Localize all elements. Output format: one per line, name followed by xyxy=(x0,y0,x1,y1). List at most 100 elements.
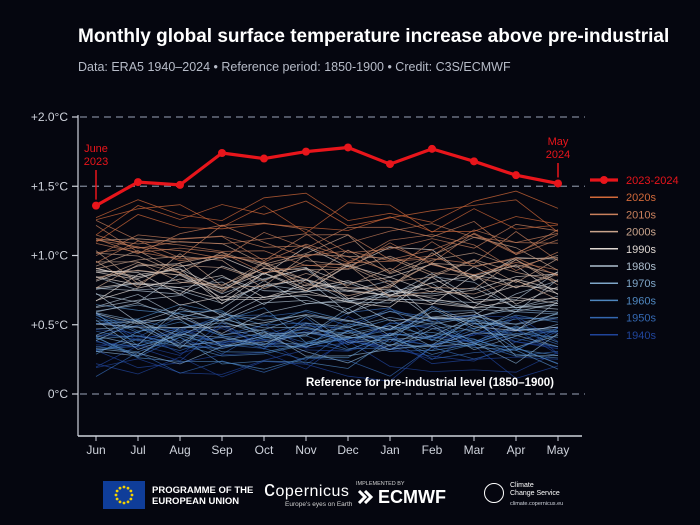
decade-line-2000s xyxy=(95,234,559,274)
eu-stars-icon xyxy=(114,485,134,505)
decade-line-1980s xyxy=(95,306,559,332)
x-tick-label: Jul xyxy=(130,443,145,457)
decade-line-2010s xyxy=(95,225,559,262)
decade-line-1970s xyxy=(95,318,559,347)
y-tick-label: 0°C xyxy=(48,387,68,401)
decade-line-2010s xyxy=(95,231,559,265)
decade-line-2000s xyxy=(95,250,559,287)
decade-line-2010s xyxy=(95,220,559,259)
annotation-label: May xyxy=(548,136,569,148)
implemented-by-text: IMPLEMENTED BY xyxy=(356,481,405,487)
series-point-2023-2024 xyxy=(134,178,142,187)
decade-line-1980s xyxy=(95,276,559,309)
x-tick-label: Nov xyxy=(295,443,316,457)
legend-label-1960s: 1960s xyxy=(626,295,656,307)
copernicus-tagline: Europe's eyes on Earth xyxy=(285,501,353,508)
decade-line-2000s xyxy=(96,255,559,288)
decade-line-2010s xyxy=(95,220,559,259)
decade-line-1980s xyxy=(95,299,559,334)
decade-line-1940s xyxy=(95,338,559,373)
decade-line-1990s xyxy=(95,275,559,308)
copernicus-wordmark: opernicus xyxy=(275,483,350,500)
chart-subtitle: Data: ERA5 1940–2024 • Reference period:… xyxy=(78,60,511,74)
legend-label-1970s: 1970s xyxy=(626,278,656,290)
series-line-2023-2024 xyxy=(95,145,559,207)
series-point-2023-2024 xyxy=(218,149,226,158)
x-tick-label: Jun xyxy=(86,443,105,457)
decade-line-1960s xyxy=(95,331,559,359)
copernicus-logo: copernicus xyxy=(264,476,350,501)
eu-programme-text: PROGRAMME OF THE EUROPEAN UNION xyxy=(152,485,254,507)
decade-line-2010s xyxy=(95,223,559,258)
series-point-2023-2024 xyxy=(386,160,394,169)
decade-line-1950s xyxy=(95,330,559,360)
decade-line-2010s xyxy=(95,239,559,277)
series-point-2023-2024 xyxy=(344,143,352,152)
series-point-2023-2024 xyxy=(260,154,268,163)
annotation-label: 2023 xyxy=(84,156,108,168)
legend-label-1980s: 1980s xyxy=(626,261,656,273)
decade-line-2020s xyxy=(95,214,559,243)
x-tick-label: Apr xyxy=(507,443,526,457)
decade-line-1970s xyxy=(95,333,559,365)
x-tick-label: Jan xyxy=(380,443,399,457)
x-tick-label: Mar xyxy=(464,443,485,457)
x-tick-label: Aug xyxy=(169,443,190,457)
legend-label-2000s: 2000s xyxy=(626,227,656,239)
climate-service-icon xyxy=(484,483,504,503)
annotation-label: June xyxy=(84,143,108,155)
decade-line-2020s xyxy=(95,190,559,223)
reference-label: Reference for pre-industrial level (1850… xyxy=(306,377,554,389)
annotation-label: 2024 xyxy=(546,149,570,161)
decade-line-1980s xyxy=(95,278,559,317)
legend-label-1990s: 1990s xyxy=(626,244,656,256)
decade-line-2010s xyxy=(95,234,559,272)
x-tick-label: Dec xyxy=(337,443,358,457)
legend-label-1950s: 1950s xyxy=(626,313,656,325)
decade-line-2010s xyxy=(95,229,559,262)
decade-line-1940s xyxy=(95,338,559,375)
decade-line-1980s xyxy=(95,276,559,309)
decade-line-1960s xyxy=(95,303,559,330)
series-point-2023-2024 xyxy=(176,180,184,189)
legend-label-2023-2024: 2023-2024 xyxy=(626,175,679,187)
decade-line-2000s xyxy=(95,257,559,289)
decade-line-1970s xyxy=(95,310,559,348)
decade-line-2000s xyxy=(95,255,559,290)
decade-line-2010s xyxy=(95,242,559,276)
decade-line-1980s xyxy=(95,289,559,324)
decade-line-1970s xyxy=(95,319,559,351)
legend-label-1940s: 1940s xyxy=(626,330,656,342)
decade-line-1960s xyxy=(95,312,559,347)
ecmwf-mark-icon xyxy=(357,490,374,504)
temperature-chart: 0°C +0.5°C +1.0°C +1.5°C +2.0°C Reference for… xyxy=(31,110,679,457)
decade-line-2020s xyxy=(95,199,559,236)
series-point-2023-2024 xyxy=(92,201,100,210)
decade-line-1990s xyxy=(95,265,559,295)
chart-title: Monthly global surface temperature incre… xyxy=(78,26,670,47)
climate-service-url: climate.copernicus.eu xyxy=(510,501,564,507)
series-point-2023-2024 xyxy=(554,179,562,188)
decade-line-1990s xyxy=(95,268,559,302)
y-tick-label: +1.0°C xyxy=(31,249,68,263)
decade-line-2000s xyxy=(95,262,559,300)
x-tick-label: Feb xyxy=(422,443,443,457)
decade-line-1980s xyxy=(95,279,559,318)
y-tick-label: +2.0°C xyxy=(31,110,68,124)
series-point-2023-2024 xyxy=(470,157,478,166)
legend-label-2020s: 2020s xyxy=(626,192,656,204)
ecmwf-logo: ECMWF xyxy=(378,487,446,507)
decade-line-1940s xyxy=(95,345,559,382)
decade-line-1990s xyxy=(95,271,559,308)
decade-line-2020s xyxy=(95,202,559,234)
series-point-2023-2024 xyxy=(512,171,520,180)
decade-line-2000s xyxy=(95,250,559,289)
decade-line-1970s xyxy=(95,313,559,351)
decade-line-2000s xyxy=(95,252,559,288)
x-tick-label: Sep xyxy=(211,443,233,457)
series-point-2023-2024 xyxy=(302,147,310,156)
decade-line-2010s xyxy=(95,232,559,264)
decade-line-1950s xyxy=(95,307,559,341)
decade-line-1980s xyxy=(95,287,559,320)
x-tick-label: Oct xyxy=(255,443,274,457)
